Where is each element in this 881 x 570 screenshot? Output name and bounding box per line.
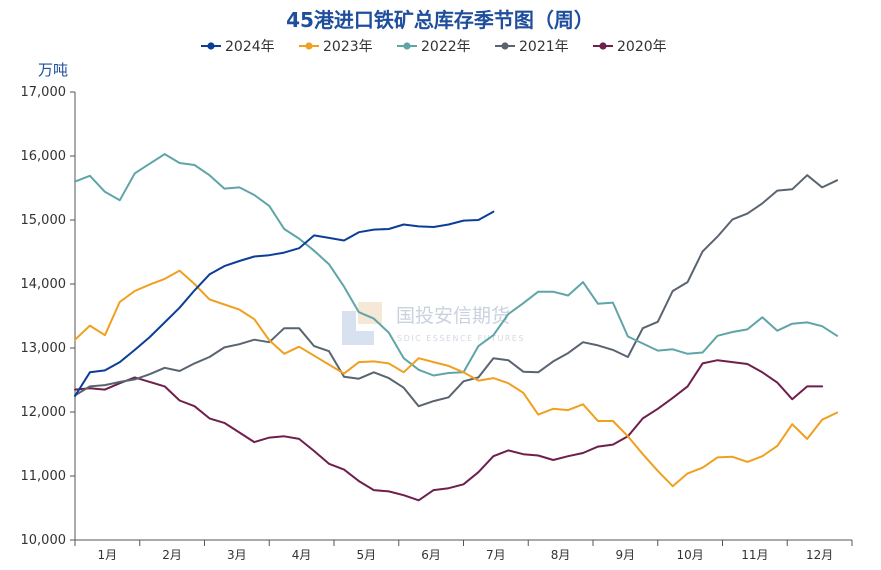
legend-item: 2024年 bbox=[201, 39, 275, 55]
y-axis-unit: 万吨 bbox=[38, 61, 68, 79]
legend-item: 2021年 bbox=[495, 39, 569, 55]
x-tick-label: 5月 bbox=[357, 548, 377, 562]
series-line bbox=[74, 269, 839, 488]
watermark-sub: SDIC ESSENCE FUTURES bbox=[397, 334, 525, 343]
x-tick-label: 2月 bbox=[162, 548, 182, 562]
series-line bbox=[74, 174, 839, 408]
watermark-logo bbox=[342, 302, 382, 345]
series-line bbox=[74, 210, 495, 397]
y-tick-label: 17,000 bbox=[21, 85, 67, 100]
legend-label: 2022年 bbox=[421, 39, 471, 55]
chart-title: 45港进口铁矿总库存季节图（周） bbox=[286, 8, 594, 32]
watermark-name: 国投安信期货 bbox=[396, 305, 510, 327]
x-tick-label: 11月 bbox=[741, 548, 768, 562]
y-tick-label: 13,000 bbox=[21, 341, 67, 356]
watermark: 国投安信期货 SDIC ESSENCE FUTURES bbox=[342, 302, 525, 345]
legend-marker bbox=[305, 42, 313, 50]
series-line bbox=[74, 359, 824, 502]
x-tick-label: 10月 bbox=[676, 548, 703, 562]
legend-label: 2023年 bbox=[323, 39, 373, 55]
y-tick-label: 12,000 bbox=[21, 405, 67, 420]
legend-marker bbox=[599, 42, 607, 50]
x-tick-label: 7月 bbox=[486, 548, 506, 562]
y-tick-label: 10,000 bbox=[21, 533, 67, 548]
legend-marker bbox=[207, 42, 215, 50]
legend-marker bbox=[501, 42, 509, 50]
legend-marker bbox=[403, 42, 411, 50]
x-tick-label: 8月 bbox=[551, 548, 571, 562]
x-tick-label: 6月 bbox=[421, 548, 441, 562]
axes: 10,000 11,000 12,000 13,000 14,000 15,000 16,0… bbox=[21, 85, 853, 562]
legend-label: 2021年 bbox=[519, 39, 569, 55]
legend-label: 2024年 bbox=[225, 39, 275, 55]
legend: 2024年 2023年 2022年 2021年 2020年 bbox=[201, 39, 667, 55]
x-tick-label: 9月 bbox=[616, 548, 636, 562]
legend-item: 2020年 bbox=[593, 39, 667, 55]
x-tick-label: 3月 bbox=[227, 548, 247, 562]
legend-item: 2022年 bbox=[397, 39, 471, 55]
series-line bbox=[74, 153, 839, 377]
y-tick-label: 16,000 bbox=[21, 149, 67, 164]
legend-item: 2023年 bbox=[299, 39, 373, 55]
y-tick-label: 15,000 bbox=[21, 213, 67, 228]
y-tick-label: 14,000 bbox=[21, 277, 67, 292]
y-tick-label: 11,000 bbox=[21, 469, 67, 484]
x-tick-label: 1月 bbox=[98, 548, 118, 562]
plot-area bbox=[74, 153, 839, 502]
x-tick-label: 12月 bbox=[806, 548, 833, 562]
legend-label: 2020年 bbox=[617, 39, 667, 55]
x-tick-label: 4月 bbox=[292, 548, 312, 562]
